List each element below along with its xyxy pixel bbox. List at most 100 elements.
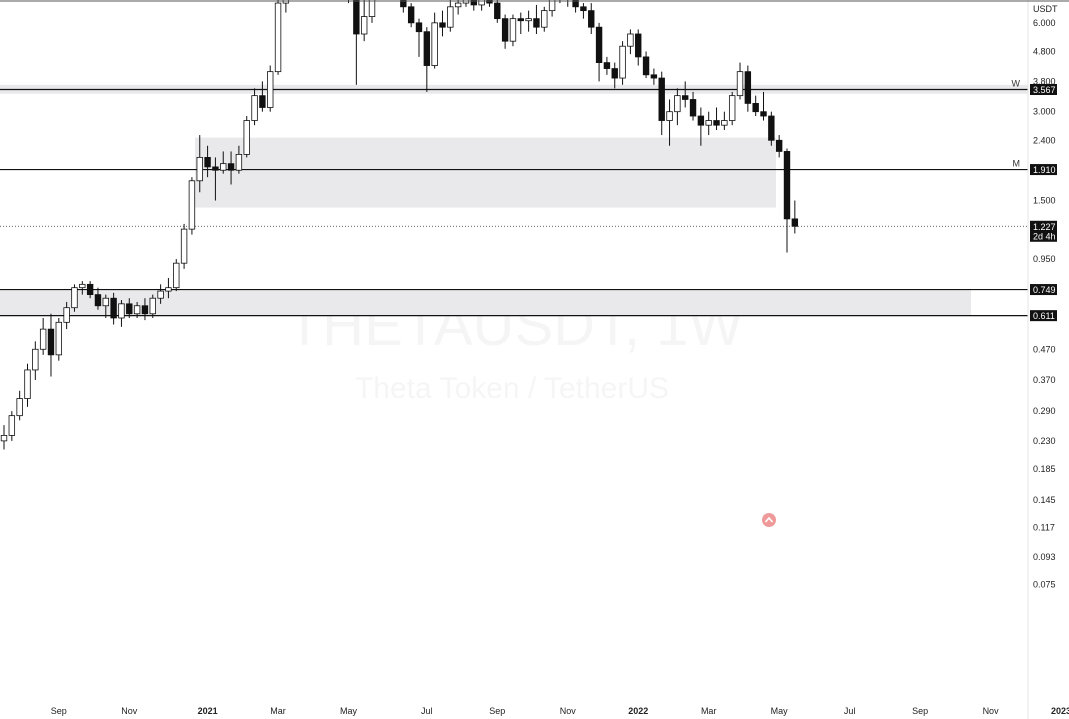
- alert-icon[interactable]: [762, 513, 776, 527]
- candle[interactable]: [55, 317, 63, 361]
- candle[interactable]: [525, 10, 532, 32]
- candle[interactable]: [267, 65, 274, 112]
- candle[interactable]: [102, 294, 109, 318]
- candle[interactable]: [423, 27, 431, 92]
- candle[interactable]: [721, 111, 728, 131]
- candle[interactable]: [736, 62, 744, 100]
- candle[interactable]: [243, 116, 250, 158]
- candle[interactable]: [110, 292, 117, 325]
- candle[interactable]: [635, 29, 642, 66]
- candle[interactable]: [760, 91, 767, 121]
- candle[interactable]: [595, 22, 603, 82]
- candle[interactable]: [8, 411, 16, 441]
- candle[interactable]: [728, 91, 736, 126]
- candle[interactable]: [486, 0, 493, 7]
- candle[interactable]: [165, 277, 172, 299]
- candle[interactable]: [407, 3, 415, 28]
- candle[interactable]: [227, 151, 235, 185]
- candle[interactable]: [658, 71, 665, 136]
- candle[interactable]: [79, 281, 86, 295]
- candle[interactable]: [282, 0, 290, 13]
- candle[interactable]: [541, 6, 548, 32]
- candle-body: [110, 297, 117, 319]
- zone-rect[interactable]: [195, 137, 776, 208]
- candle[interactable]: [603, 56, 611, 75]
- candle[interactable]: [713, 107, 720, 131]
- candle[interactable]: [16, 390, 23, 421]
- candle[interactable]: [71, 284, 78, 312]
- candle[interactable]: [689, 91, 697, 121]
- candle[interactable]: [63, 301, 70, 330]
- candle[interactable]: [212, 157, 219, 201]
- candle[interactable]: [642, 51, 650, 79]
- candle[interactable]: [565, 0, 571, 7]
- candle[interactable]: [447, 0, 454, 32]
- candle[interactable]: [415, 18, 423, 57]
- candle[interactable]: [666, 99, 673, 146]
- candle[interactable]: [118, 300, 125, 327]
- candle[interactable]: [157, 284, 164, 304]
- candle[interactable]: [32, 341, 39, 380]
- candle[interactable]: [572, 0, 579, 13]
- candle[interactable]: [141, 298, 149, 321]
- candle[interactable]: [478, 0, 485, 11]
- candle[interactable]: [462, 0, 470, 7]
- candle[interactable]: [368, 0, 376, 23]
- candle[interactable]: [611, 62, 618, 89]
- candle[interactable]: [188, 177, 196, 235]
- candle[interactable]: [346, 0, 352, 4]
- candle[interactable]: [133, 301, 141, 318]
- candle[interactable]: [360, 0, 368, 42]
- candle[interactable]: [650, 68, 658, 85]
- candle[interactable]: [173, 259, 180, 292]
- candle-body: [16, 398, 23, 417]
- candle[interactable]: [259, 81, 266, 112]
- candle[interactable]: [353, 0, 360, 85]
- candle[interactable]: [548, 0, 556, 17]
- candle[interactable]: [204, 145, 211, 178]
- candle[interactable]: [126, 298, 133, 318]
- candle[interactable]: [235, 145, 243, 174]
- candle[interactable]: [439, 10, 446, 37]
- candle[interactable]: [0, 425, 8, 450]
- candle[interactable]: [533, 4, 540, 34]
- candle[interactable]: [149, 294, 156, 318]
- time-axis[interactable]: Sep Nov 2021 Mar May Jul Sep Nov 2022 Mar May Jul Se…: [51, 706, 1069, 716]
- candle[interactable]: [674, 88, 681, 126]
- candle[interactable]: [768, 111, 775, 146]
- candle[interactable]: [39, 317, 47, 355]
- candle[interactable]: [588, 3, 595, 34]
- candle[interactable]: [180, 223, 188, 269]
- candle[interactable]: [494, 0, 501, 23]
- candle[interactable]: [557, 0, 563, 4]
- candle[interactable]: [431, 12, 438, 69]
- alert-marker[interactable]: [762, 513, 776, 527]
- candle[interactable]: [400, 0, 407, 13]
- candle[interactable]: [251, 88, 258, 126]
- candle[interactable]: [86, 281, 94, 299]
- candle[interactable]: [196, 135, 203, 193]
- candle[interactable]: [501, 14, 509, 49]
- candle[interactable]: [454, 0, 462, 15]
- candle[interactable]: [274, 0, 282, 75]
- candle[interactable]: [752, 95, 759, 117]
- candle[interactable]: [517, 12, 524, 34]
- candle[interactable]: [94, 287, 102, 310]
- candle[interactable]: [509, 14, 517, 47]
- candle[interactable]: [697, 107, 705, 146]
- candle[interactable]: [470, 0, 477, 11]
- candle[interactable]: [744, 65, 752, 112]
- candle[interactable]: [682, 81, 689, 108]
- candle[interactable]: [24, 363, 31, 407]
- candle[interactable]: [627, 29, 634, 55]
- candle[interactable]: [775, 135, 783, 158]
- candle[interactable]: [619, 41, 626, 85]
- candle[interactable]: [220, 151, 227, 174]
- candle[interactable]: [580, 3, 587, 19]
- candle[interactable]: [791, 200, 799, 234]
- price-axis[interactable]: USDT 150.000120.00096.00076.00061.00049.…: [1027, 0, 1069, 719]
- candle[interactable]: [705, 111, 712, 136]
- candle[interactable]: [47, 313, 55, 377]
- candle[interactable]: [783, 148, 791, 253]
